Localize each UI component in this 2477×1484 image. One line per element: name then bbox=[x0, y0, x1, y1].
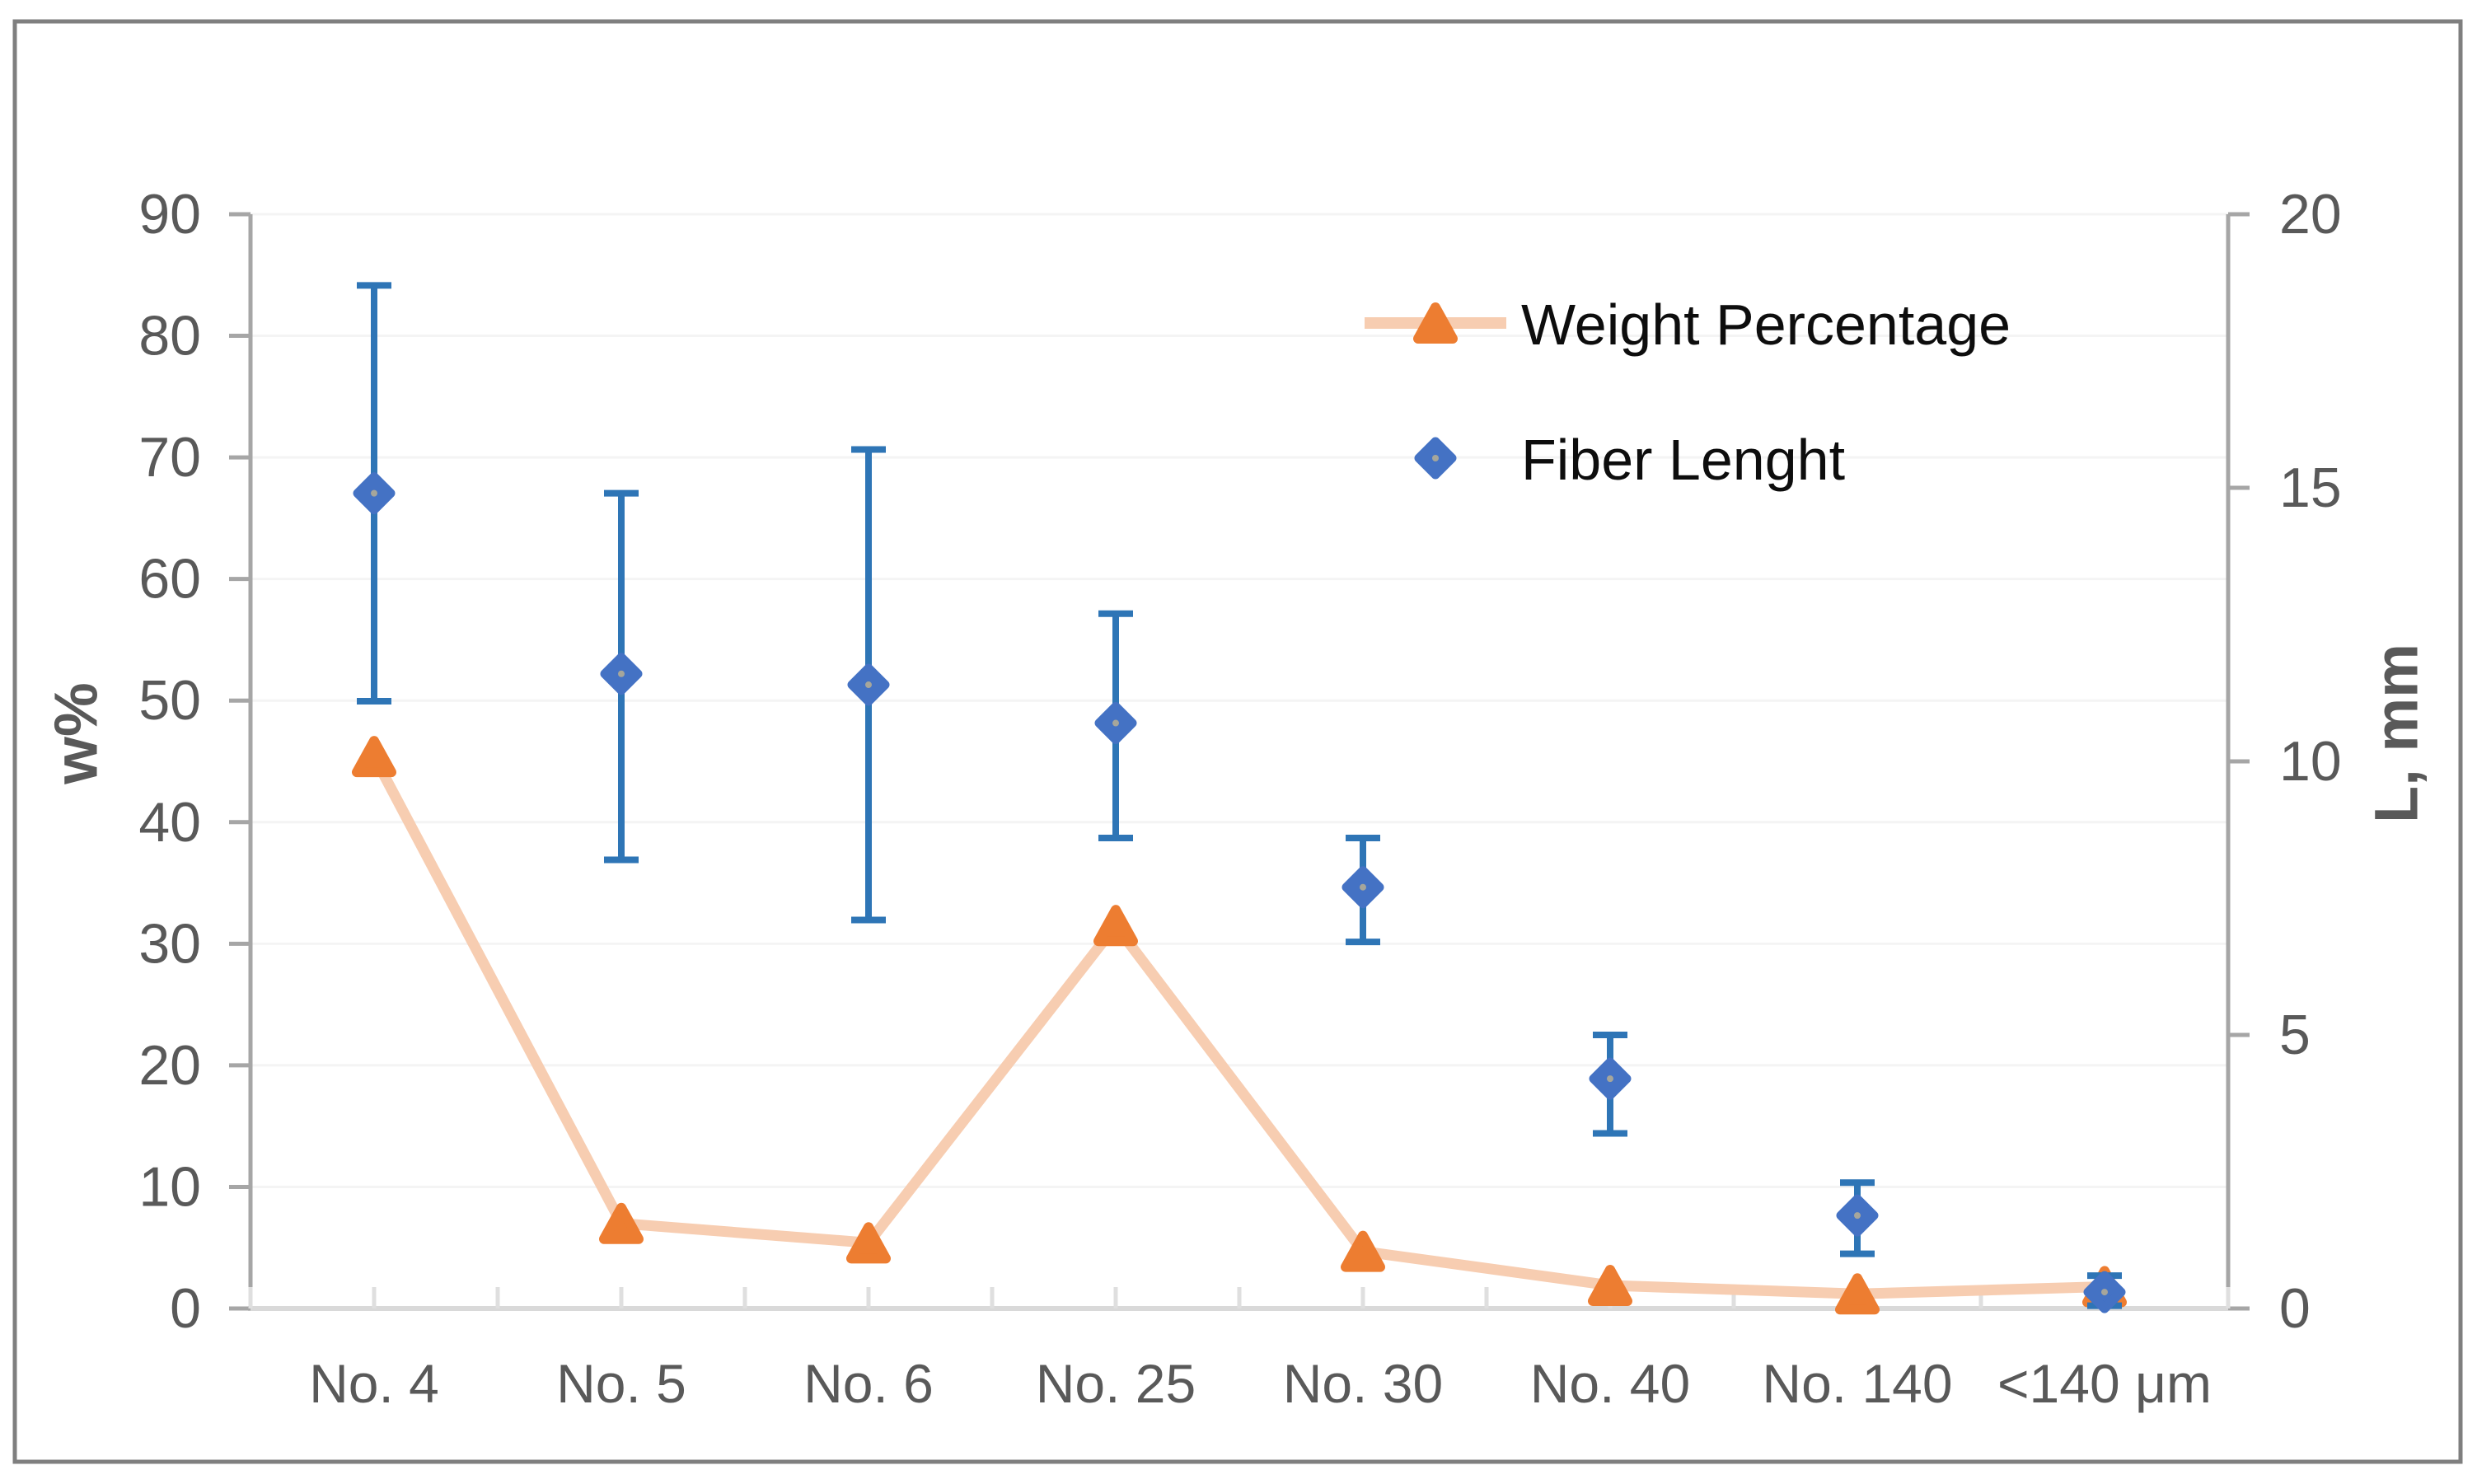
left-axis-tick-label: 0 bbox=[170, 1277, 201, 1340]
left-axis-tick-label: 40 bbox=[138, 791, 201, 854]
x-axis-category-label: No. 6 bbox=[803, 1353, 934, 1414]
left-axis-tick-label: 30 bbox=[138, 912, 201, 975]
right-axis-title: L, mm bbox=[2362, 644, 2431, 823]
left-axis-tick-label: 80 bbox=[138, 305, 201, 367]
left-axis-tick-label: 10 bbox=[138, 1155, 201, 1218]
right-axis-tick-label: 20 bbox=[2279, 183, 2342, 246]
weight-percentage-line bbox=[369, 754, 2105, 1299]
gridlines bbox=[251, 213, 2228, 1188]
right-axis-tick-label: 5 bbox=[2279, 1004, 2311, 1066]
x-axis-category-label: No. 40 bbox=[1530, 1353, 1690, 1414]
marker-center-dot bbox=[618, 670, 625, 677]
x-axis-category-label: No. 4 bbox=[309, 1353, 439, 1414]
left-axis-tick-label: 20 bbox=[138, 1034, 201, 1097]
weight-percentage-marker bbox=[1093, 905, 1138, 947]
right-axis-tick-label: 0 bbox=[2279, 1277, 2311, 1340]
axes: 0 10 20 30 40 50 60 70 80 90 0 5 10 15 20 No. 4 No. 5 No.… bbox=[138, 183, 2341, 1414]
left-axis-tick-label: 70 bbox=[138, 426, 201, 489]
marker-center-dot bbox=[1432, 455, 1439, 461]
weight-percentage-marker bbox=[846, 1222, 891, 1264]
marker-center-dot bbox=[1854, 1212, 1861, 1220]
weight-percentage-marker bbox=[352, 736, 396, 778]
legend-label-weight-percentage: Weight Percentage bbox=[1521, 293, 2011, 357]
weight-percentage-marker bbox=[1413, 302, 1458, 344]
fiber-length-series bbox=[353, 472, 2126, 1313]
left-axis-tick-label: 50 bbox=[138, 669, 201, 732]
weight-percentage-marker bbox=[599, 1202, 644, 1244]
marker-center-dot bbox=[2101, 1289, 2108, 1296]
x-axis-category-label: No. 5 bbox=[556, 1353, 686, 1414]
x-axis-category-label: <140 μm bbox=[1997, 1353, 2212, 1414]
marker-center-dot bbox=[1360, 883, 1366, 891]
left-axis-tick-label: 90 bbox=[138, 183, 201, 246]
left-axis-tick-label: 60 bbox=[138, 548, 201, 611]
left-axis-title: w% bbox=[42, 682, 110, 784]
x-axis-category-label: No. 30 bbox=[1283, 1353, 1443, 1414]
legend-label-fiber-length: Fiber Lenght bbox=[1521, 428, 1845, 492]
weight-percentage-marker bbox=[1341, 1230, 1385, 1272]
fiber-length-error-bars bbox=[357, 282, 2122, 1309]
marker-center-dot bbox=[1112, 719, 1119, 727]
marker-center-dot bbox=[371, 489, 377, 497]
legend: Weight Percentage Fiber Lenght bbox=[1365, 293, 2011, 492]
right-axis-tick-label: 15 bbox=[2279, 456, 2342, 519]
right-axis-tick-label: 10 bbox=[2279, 730, 2342, 793]
x-axis-category-label: No. 25 bbox=[1036, 1353, 1196, 1414]
weight-percentage-marker bbox=[1835, 1273, 1880, 1315]
x-axis-category-label: No. 140 bbox=[1762, 1353, 1952, 1414]
figure-border bbox=[12, 19, 2463, 1464]
weight-percentage-marker bbox=[1588, 1264, 1632, 1306]
marker-center-dot bbox=[865, 681, 872, 689]
marker-center-dot bbox=[1607, 1075, 1613, 1083]
